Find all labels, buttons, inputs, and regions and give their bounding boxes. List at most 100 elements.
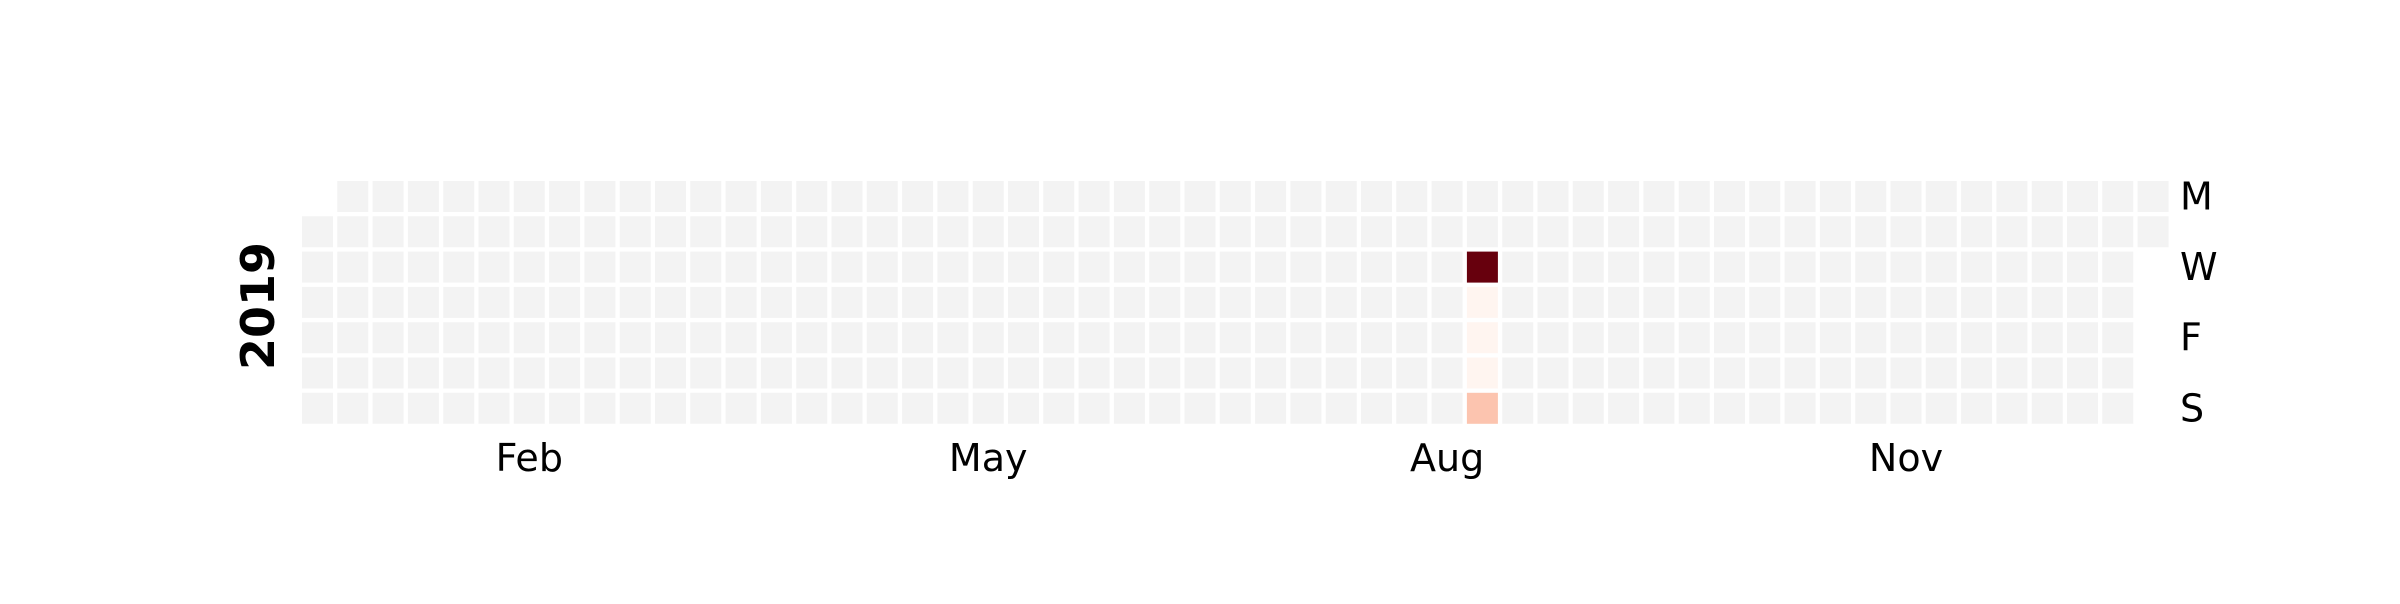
heatmap-cell bbox=[796, 216, 828, 248]
heatmap-cell bbox=[1608, 392, 1640, 424]
day-label: S bbox=[2180, 386, 2204, 430]
heatmap-cell bbox=[407, 392, 439, 424]
heatmap-cell bbox=[1078, 322, 1110, 354]
heatmap-cell bbox=[1819, 216, 1851, 248]
heatmap-cell bbox=[937, 357, 969, 389]
heatmap-cell bbox=[1008, 251, 1039, 283]
heatmap-cell bbox=[1149, 357, 1181, 389]
heatmap-cell bbox=[1078, 216, 1110, 248]
heatmap-cell bbox=[1714, 216, 1745, 248]
heatmap-cell bbox=[725, 181, 757, 212]
heatmap-cell bbox=[1784, 216, 1816, 248]
heatmap-cell bbox=[2102, 286, 2134, 318]
heatmap-cell bbox=[690, 357, 722, 389]
heatmap-cell bbox=[1714, 392, 1745, 424]
heatmap-cell bbox=[972, 251, 1004, 283]
heatmap-cell bbox=[1819, 357, 1851, 389]
heatmap-cell bbox=[1502, 181, 1534, 212]
heatmap-cell bbox=[655, 322, 686, 354]
heatmap-cell bbox=[302, 357, 333, 389]
heatmap-cell bbox=[1643, 322, 1675, 354]
heatmap-cell bbox=[1008, 181, 1039, 212]
month-label: May bbox=[949, 436, 1028, 480]
heatmap-cell bbox=[1502, 392, 1534, 424]
heatmap-cell bbox=[1961, 322, 1993, 354]
heatmap-cell bbox=[337, 322, 369, 354]
heatmap-cell bbox=[1149, 286, 1181, 318]
heatmap-cell bbox=[902, 392, 934, 424]
heatmap-cell bbox=[1290, 181, 1322, 212]
heatmap-cell bbox=[1572, 216, 1604, 248]
heatmap-cell bbox=[1219, 392, 1251, 424]
heatmap-cell bbox=[2031, 251, 2063, 283]
heatmap-cell bbox=[1361, 181, 1392, 212]
heatmap-cell bbox=[655, 392, 686, 424]
heatmap-cell bbox=[1184, 216, 1216, 248]
heatmap-cell bbox=[1890, 322, 1922, 354]
heatmap-cell bbox=[302, 286, 333, 318]
heatmap-cell bbox=[407, 286, 439, 318]
heatmap-cell bbox=[1113, 251, 1145, 283]
heatmap-cell bbox=[796, 357, 828, 389]
heatmap-cell bbox=[866, 216, 898, 248]
heatmap-cell bbox=[1184, 392, 1216, 424]
heatmap-cell bbox=[1361, 392, 1392, 424]
heatmap-cell bbox=[725, 286, 757, 318]
heatmap-cell bbox=[1043, 392, 1075, 424]
heatmap-cell bbox=[513, 322, 545, 354]
heatmap-cell bbox=[1643, 286, 1675, 318]
heatmap-cell bbox=[1255, 251, 1287, 283]
heatmap-cell bbox=[1996, 322, 2028, 354]
heatmap-cell bbox=[1149, 251, 1181, 283]
heatmap-cell bbox=[1643, 392, 1675, 424]
heatmap-cell bbox=[513, 286, 545, 318]
heatmap-cell bbox=[1996, 216, 2028, 248]
heatmap-cell bbox=[1608, 216, 1640, 248]
heatmap-cell bbox=[1890, 286, 1922, 318]
heatmap-cell bbox=[2137, 181, 2169, 212]
heatmap-cell bbox=[655, 357, 686, 389]
heatmap-cell bbox=[1184, 251, 1216, 283]
heatmap-cell bbox=[1219, 251, 1251, 283]
heatmap-cell bbox=[2031, 216, 2063, 248]
heatmap-cell bbox=[1678, 392, 1710, 424]
heatmap-cell bbox=[2031, 181, 2063, 212]
heatmap-cell bbox=[1537, 251, 1569, 283]
heatmap-cell bbox=[1219, 357, 1251, 389]
heatmap-cell bbox=[1572, 322, 1604, 354]
heatmap-cell bbox=[2067, 392, 2098, 424]
heatmap-cell bbox=[866, 181, 898, 212]
heatmap-cell bbox=[619, 216, 651, 248]
day-label: F bbox=[2180, 316, 2202, 360]
heatmap-cell bbox=[690, 181, 722, 212]
heatmap-cell bbox=[372, 251, 404, 283]
heatmap-cell bbox=[372, 392, 404, 424]
heatmap-cell bbox=[1996, 251, 2028, 283]
heatmap-cell bbox=[478, 392, 510, 424]
heatmap-cell bbox=[372, 286, 404, 318]
heatmap-cell bbox=[866, 286, 898, 318]
heatmap-cell bbox=[1008, 286, 1039, 318]
heatmap-cell bbox=[1078, 286, 1110, 318]
heatmap-cell bbox=[972, 392, 1004, 424]
month-label: Feb bbox=[496, 436, 563, 480]
heatmap-cell bbox=[690, 251, 722, 283]
heatmap-cell bbox=[619, 392, 651, 424]
heatmap-cell bbox=[1961, 251, 1993, 283]
heatmap-cell bbox=[831, 392, 863, 424]
heatmap-cell bbox=[2067, 357, 2098, 389]
heatmap-cell bbox=[1537, 392, 1569, 424]
heatmap-cell bbox=[1890, 216, 1922, 248]
heatmap-cell bbox=[1643, 216, 1675, 248]
heatmap-cell bbox=[1325, 181, 1357, 212]
heatmap-cell bbox=[937, 286, 969, 318]
heatmap-cell bbox=[902, 251, 934, 283]
heatmap-cell bbox=[407, 181, 439, 212]
heatmap-cell bbox=[1714, 251, 1745, 283]
heatmap-cell bbox=[1749, 322, 1781, 354]
heatmap-cell bbox=[1431, 392, 1463, 424]
heatmap-cell bbox=[902, 357, 934, 389]
heatmap-cell bbox=[1008, 216, 1039, 248]
heatmap-cell bbox=[1855, 181, 1887, 212]
